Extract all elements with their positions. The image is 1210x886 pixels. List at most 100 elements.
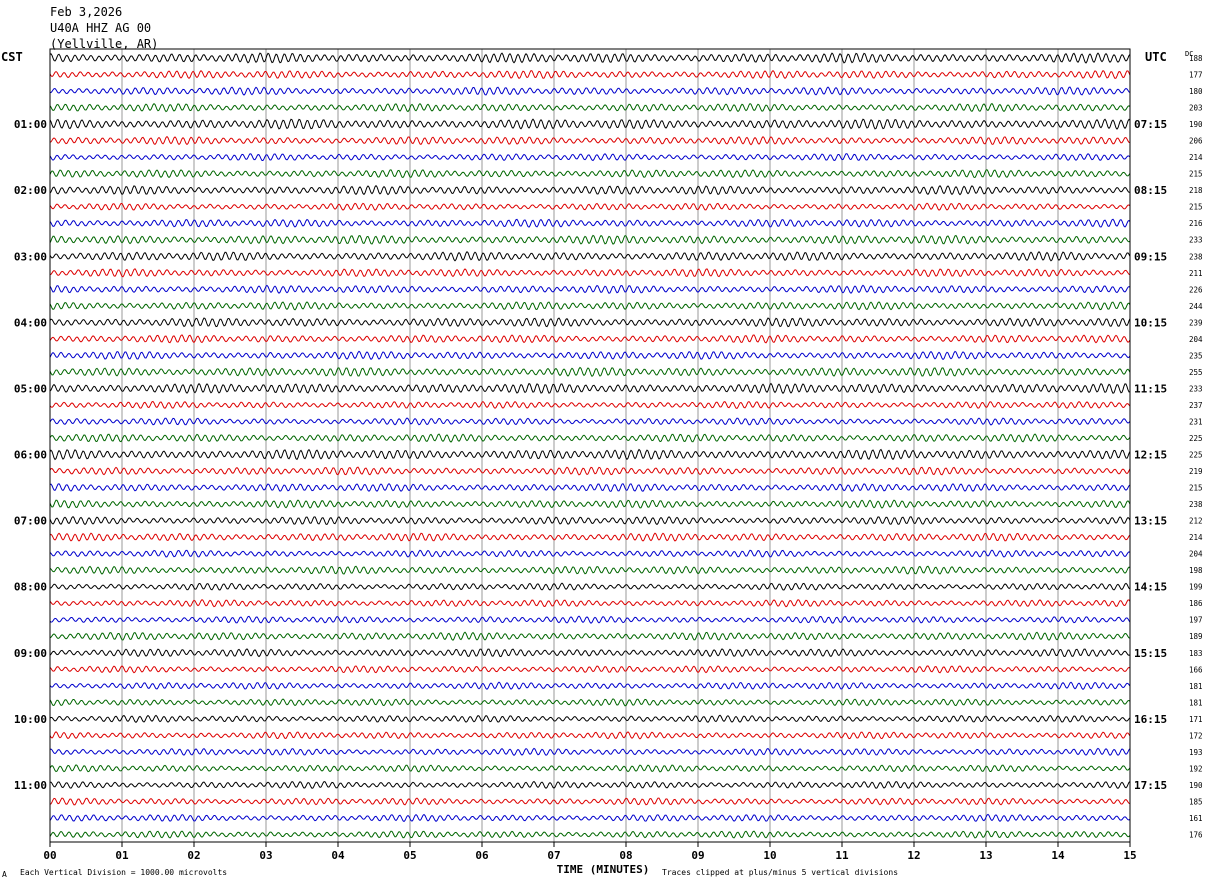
dc-offset-label: 214 [1189,533,1203,542]
utc-time-label: 09:15 [1134,250,1167,263]
seismic-trace-32 [49,582,1131,591]
seismic-trace-27 [49,499,1131,509]
cst-time-label: 09:00 [14,647,47,660]
seismic-trace-39 [49,698,1131,707]
date-label: Feb 3,2026 [50,5,123,19]
utc-time-label: 12:15 [1134,449,1167,462]
dc-offset-label: 186 [1189,599,1203,608]
cst-time-label: 08:00 [14,581,47,594]
dc-offset-label: 218 [1189,186,1203,195]
seismic-trace-44 [49,780,1131,790]
seismic-trace-8 [49,184,1131,196]
x-tick-label: 08 [619,849,632,862]
dc-offset-label: 204 [1189,335,1203,344]
seismic-trace-3 [49,102,1131,113]
seismic-trace-18 [49,350,1131,361]
cst-time-label: 10:00 [14,713,47,726]
seismic-trace-43 [49,764,1131,773]
seismic-trace-47 [49,830,1131,839]
x-tick-label: 12 [907,849,920,862]
dc-offset-label: 216 [1189,219,1203,228]
dc-offset-label: 215 [1189,484,1203,493]
x-tick-label: 01 [115,849,129,862]
seismic-traces [49,52,1131,839]
seismic-trace-29 [49,532,1131,542]
utc-time-label: 08:15 [1134,184,1167,197]
grid-lines [121,49,1059,842]
seismic-trace-0 [49,52,1131,64]
seismic-trace-38 [49,681,1131,691]
dc-offset-label: 214 [1189,153,1203,162]
dc-offset-label: 171 [1189,715,1203,724]
x-tick-label: 11 [835,849,849,862]
dc-offset-label: 180 [1189,87,1203,96]
dc-offset-label: 188 [1189,54,1203,63]
clipping-note: Traces clipped at plus/minus 5 vertical … [662,868,899,877]
seismic-trace-17 [49,334,1131,344]
seismic-trace-24 [49,448,1131,461]
cst-time-label: 11:00 [14,779,47,792]
seismic-trace-10 [49,218,1131,228]
dc-offset-label: 190 [1189,120,1203,129]
dc-offset-label: 177 [1189,71,1203,80]
seismic-trace-28 [49,515,1131,526]
dc-offset-label: 235 [1189,351,1203,360]
dc-offset-label: 181 [1189,682,1203,691]
x-tick-label: 05 [403,849,416,862]
x-tick-label: 14 [1051,849,1065,862]
cst-time-label: 02:00 [14,184,47,197]
dc-offset-label: 211 [1189,269,1203,278]
dc-offset-label: 238 [1189,252,1203,261]
dc-offset-label: 199 [1189,583,1203,592]
x-tick-label: 15 [1123,849,1136,862]
seismic-trace-11 [49,234,1131,245]
dc-offset-label: 255 [1189,368,1203,377]
seismic-trace-37 [49,665,1131,674]
seismic-trace-23 [49,433,1131,443]
dc-offset-label: 193 [1189,748,1203,757]
dc-offset-label: 176 [1189,830,1203,839]
seismic-trace-5 [49,135,1131,146]
location-label: (Yellville, AR) [50,37,159,51]
dc-offset-label: 172 [1189,731,1203,740]
dc-offset-label: 161 [1189,814,1203,823]
vertical-division-note: Each Vertical Division = 1000.00 microvo… [20,868,228,877]
dc-offset-label: 189 [1189,632,1203,641]
seismic-trace-6 [49,153,1131,162]
dc-offset-label: 192 [1189,764,1203,773]
seismic-trace-42 [49,747,1131,756]
utc-time-label: 14:15 [1134,581,1167,594]
seismic-trace-22 [49,417,1131,426]
x-tick-label: 07 [547,849,560,862]
dc-offset-label: 212 [1189,517,1203,526]
seismic-trace-9 [49,202,1131,211]
dc-offset-label: 225 [1189,434,1203,443]
x-axis-ticks: 00 01 02 03 04 05 06 07 08 09 10 11 12 13 14 15 [43,842,1137,862]
dc-offset-label: 181 [1189,698,1203,707]
x-tick-label: 04 [331,849,345,862]
seismic-trace-15 [49,301,1131,311]
dc-offset-label: 206 [1189,137,1203,146]
seismic-trace-16 [49,317,1131,328]
utc-time-label: 15:15 [1134,647,1167,660]
x-axis-label: TIME (MINUTES) [557,863,650,876]
seismic-trace-34 [49,615,1131,624]
cst-time-labels: 01:00 02:00 03:00 04:00 05:00 06:00 07:00 08:00… [14,118,47,792]
seismic-trace-4 [49,118,1131,130]
seismic-trace-45 [49,797,1131,806]
seismic-trace-35 [49,631,1131,641]
seismic-trace-2 [49,86,1131,96]
seismic-trace-13 [49,268,1131,278]
utc-time-label: 17:15 [1134,779,1167,792]
cst-time-label: 05:00 [14,382,47,395]
seismic-trace-14 [49,284,1131,294]
x-tick-label: 03 [259,849,272,862]
dc-offset-label: 198 [1189,566,1203,575]
seismic-trace-7 [49,169,1131,179]
cst-time-label: 07:00 [14,515,47,528]
x-tick-label: 02 [187,849,200,862]
dc-offset-label: 215 [1189,203,1203,212]
dc-offset-label: 225 [1189,451,1203,460]
x-tick-label: 09 [691,849,704,862]
